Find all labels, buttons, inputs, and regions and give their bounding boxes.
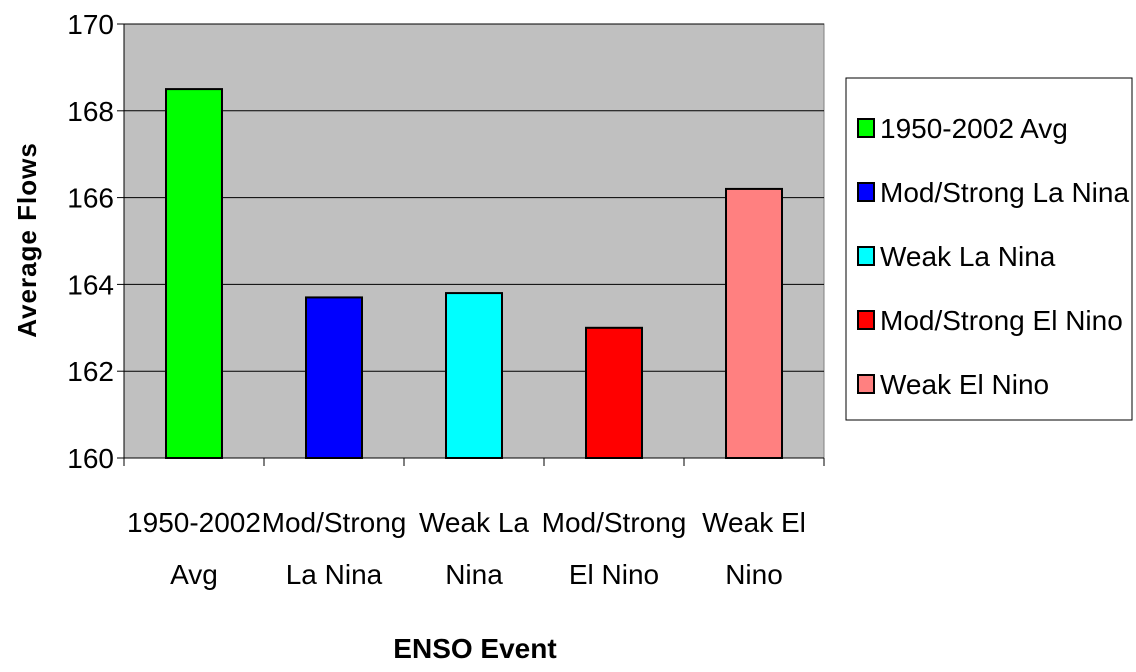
legend-swatch	[857, 374, 875, 394]
legend: 1950-2002 Avg Mod/Strong La Nina Weak La N…	[845, 77, 1133, 421]
x-category-label-line: Nina	[445, 559, 503, 590]
x-category-label: Mod/Strong El Nino	[542, 507, 687, 590]
x-category-label: Weak La Nina	[419, 507, 529, 590]
legend-swatch	[857, 246, 875, 266]
x-category-label-line: El Nino	[569, 559, 659, 590]
bar	[725, 187, 783, 459]
y-tick-label: 170	[67, 9, 114, 40]
y-tick-label: 164	[67, 269, 114, 300]
legend-swatch	[857, 310, 875, 330]
y-tick-label: 166	[67, 183, 114, 214]
plot-area: 160 162 164 166 168 170 1950-2002 Avg Mod/Strong…	[67, 9, 825, 590]
legend-box	[845, 77, 1133, 421]
x-category-label: Weak El Nino	[702, 507, 806, 590]
x-category-label: 1950-2002 Avg	[127, 507, 261, 590]
bar	[585, 326, 643, 459]
x-category-label-line: 1950-2002	[127, 507, 261, 538]
bar	[165, 88, 223, 459]
x-category-label-line: Nino	[725, 559, 783, 590]
y-tick-label: 160	[67, 443, 114, 474]
legend-swatch	[857, 118, 875, 138]
legend-label: Weak La Nina	[880, 241, 1056, 272]
x-category-label-line: Weak La	[419, 507, 529, 538]
x-category-label-line: La Nina	[286, 559, 383, 590]
y-axis-title: Average Flows	[12, 142, 42, 338]
legend-swatch	[857, 182, 875, 202]
x-category-label-line: Weak El	[702, 507, 806, 538]
x-category-label-line: Avg	[170, 559, 218, 590]
legend-label: Weak El Nino	[880, 369, 1049, 400]
y-tick-label: 168	[67, 96, 114, 127]
legend-label: Mod/Strong El Nino	[880, 305, 1123, 336]
x-category-label-line: Mod/Strong	[542, 507, 687, 538]
legend-label: 1950-2002 Avg	[880, 113, 1068, 144]
x-category-label: Mod/Strong La Nina	[262, 507, 407, 590]
x-category-label-line: Mod/Strong	[262, 507, 407, 538]
y-tick-label: 162	[67, 356, 114, 387]
bar	[305, 296, 363, 460]
x-axis-title: ENSO Event	[393, 633, 556, 664]
bar	[445, 292, 503, 459]
legend-label: Mod/Strong La Nina	[880, 177, 1129, 208]
